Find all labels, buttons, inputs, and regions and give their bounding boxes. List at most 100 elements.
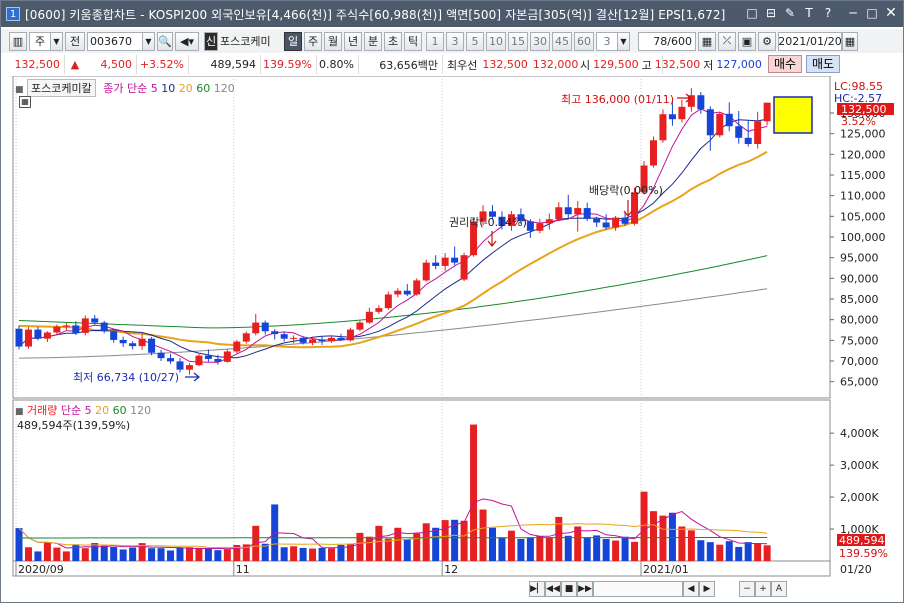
vma-120-label[interactable]: 120 bbox=[130, 404, 152, 417]
candle-body bbox=[309, 339, 317, 343]
candle-body bbox=[621, 217, 629, 224]
interval-30-button[interactable]: 30 bbox=[530, 31, 550, 51]
ma-20-label[interactable]: 20 bbox=[178, 82, 193, 95]
ma-60-label[interactable]: 60 bbox=[196, 82, 211, 95]
candle-body bbox=[687, 95, 695, 107]
interval-input[interactable]: 3 bbox=[596, 31, 618, 51]
interval-10-button[interactable]: 10 bbox=[486, 31, 506, 51]
vma-5-label[interactable]: 5 bbox=[84, 404, 92, 417]
chart-area[interactable]: 2020/0911122021/0101/20130,000125,000120… bbox=[1, 76, 903, 603]
quote-bid-ask: 최우선 132,500 132,000 bbox=[443, 55, 663, 74]
zoom-out-icon[interactable]: − bbox=[739, 581, 755, 597]
period-month-button[interactable]: 월 bbox=[324, 31, 342, 51]
calendar-icon[interactable]: ▦ bbox=[842, 31, 858, 51]
chart-canvas[interactable]: 2020/0911122021/0101/20130,000125,000120… bbox=[1, 76, 903, 603]
zoom-in-icon[interactable]: + bbox=[755, 581, 771, 597]
sell-button[interactable]: 매도 bbox=[806, 55, 840, 73]
vma-60-label[interactable]: 60 bbox=[112, 404, 127, 417]
interval-60-button[interactable]: 60 bbox=[574, 31, 594, 51]
interval-15-button[interactable]: 15 bbox=[508, 31, 528, 51]
save-icon[interactable]: ▣ bbox=[738, 31, 756, 51]
candle-body bbox=[744, 137, 752, 144]
interval-45-button[interactable]: 45 bbox=[552, 31, 572, 51]
volume-bar bbox=[62, 551, 70, 561]
period-day-button[interactable]: 일 bbox=[284, 31, 302, 51]
period-unit-select[interactable]: 주 bbox=[29, 31, 51, 51]
interval-1-button[interactable]: 1 bbox=[426, 31, 444, 51]
table-icon[interactable]: ▦ bbox=[19, 96, 31, 108]
zoom-all-icon[interactable]: A bbox=[771, 581, 787, 597]
sound-icon[interactable]: ◀▾ bbox=[175, 31, 199, 51]
date-input[interactable]: 2021/01/20 bbox=[778, 31, 842, 51]
volume-bar bbox=[545, 537, 553, 561]
buy-button[interactable]: 매수 bbox=[768, 55, 802, 73]
ma-label[interactable]: 종가 단순 bbox=[103, 82, 148, 95]
chevron-down-icon[interactable]: ▼ bbox=[51, 31, 63, 51]
interval-5-button[interactable]: 5 bbox=[466, 31, 484, 51]
period-minute-button[interactable]: 분 bbox=[364, 31, 382, 51]
minimize-button[interactable]: ─ bbox=[849, 6, 857, 20]
help-icon[interactable]: ? bbox=[824, 6, 832, 20]
y-axis-label: 65,000 bbox=[840, 376, 879, 389]
chevron-down-icon[interactable]: ▼ bbox=[618, 31, 630, 51]
last-volume-box bbox=[837, 534, 885, 546]
low-annotation: 최저 66,734 (10/27) bbox=[73, 371, 179, 384]
last-volume-label: 489,594 bbox=[839, 534, 885, 547]
font-size-icon[interactable]: T bbox=[805, 6, 813, 20]
all-toggle-button[interactable]: 전 bbox=[65, 31, 85, 51]
dividend-arrow-icon bbox=[623, 200, 633, 217]
chart-navigation: ▶▏ ◀◀ ■ ▶▶ ◀ ▶ − + A bbox=[529, 581, 787, 597]
ma-120-label[interactable]: 120 bbox=[213, 82, 235, 95]
volume-bar bbox=[43, 542, 51, 561]
candle-body bbox=[81, 318, 89, 333]
scroll-left-icon[interactable]: ◀ bbox=[683, 581, 699, 597]
candle-body bbox=[290, 337, 298, 339]
stop-icon[interactable]: ■ bbox=[561, 581, 577, 597]
scroll-first-icon[interactable]: ▶▏ bbox=[529, 581, 545, 597]
candle-body bbox=[517, 214, 525, 222]
volume-bar bbox=[564, 535, 572, 561]
quote-turnover: 0.80% bbox=[317, 55, 359, 74]
rewind-icon[interactable]: ◀◀ bbox=[545, 581, 561, 597]
vma-20-label[interactable]: 20 bbox=[95, 404, 110, 417]
chevron-down-icon[interactable]: ▼ bbox=[143, 31, 155, 51]
candle-body bbox=[129, 343, 137, 347]
chart-menu-icon[interactable]: ▥ bbox=[9, 31, 27, 51]
candle-body bbox=[233, 341, 241, 352]
gear-icon[interactable]: ⚙ bbox=[758, 31, 776, 51]
search-icon[interactable]: 🔍 bbox=[157, 31, 173, 51]
last-change-label: 3.52% bbox=[841, 115, 876, 128]
link-window-icon[interactable]: □ bbox=[746, 6, 758, 20]
volume-ma-label[interactable]: 단순 bbox=[60, 404, 82, 417]
layout-icon[interactable]: ⊟ bbox=[765, 6, 777, 20]
period-week-button[interactable]: 주 bbox=[304, 31, 322, 51]
high-arrow-icon bbox=[677, 93, 692, 103]
indicator-name-tag[interactable]: 포스코케미칼 bbox=[27, 79, 96, 97]
period-tick-button[interactable]: 틱 bbox=[404, 31, 422, 51]
volume-bar bbox=[328, 548, 336, 561]
fast-forward-icon[interactable]: ▶▶ bbox=[577, 581, 593, 597]
candle-body bbox=[536, 223, 544, 231]
volume-name[interactable]: 거래량 bbox=[27, 404, 58, 417]
volume-bar bbox=[100, 545, 108, 561]
ma-10-label[interactable]: 10 bbox=[161, 82, 176, 95]
volume-bar bbox=[346, 543, 354, 561]
interval-3-button[interactable]: 3 bbox=[446, 31, 464, 51]
candle-body bbox=[631, 192, 639, 224]
period-year-button[interactable]: 년 bbox=[344, 31, 362, 51]
maximize-button[interactable]: □ bbox=[866, 6, 878, 20]
stock-code-input[interactable]: 003670 bbox=[87, 31, 143, 51]
scroll-track[interactable] bbox=[593, 581, 683, 597]
period-second-button[interactable]: 초 bbox=[384, 31, 402, 51]
x-axis-label: 2021/01 bbox=[643, 563, 689, 576]
ma-5-label[interactable]: 5 bbox=[150, 82, 158, 95]
crosshair-icon[interactable]: ⤫ bbox=[718, 31, 736, 51]
close-button[interactable]: ✕ bbox=[885, 5, 897, 21]
pin-icon[interactable]: ✎ bbox=[784, 6, 796, 20]
grid-icon[interactable]: ▦ bbox=[698, 31, 716, 51]
quote-volume: 489,594 bbox=[189, 55, 261, 74]
scroll-right-icon[interactable]: ▶ bbox=[699, 581, 715, 597]
data-count-input[interactable]: 78/600 bbox=[638, 31, 696, 51]
volume-bar bbox=[517, 538, 525, 561]
candle-body bbox=[176, 361, 184, 370]
